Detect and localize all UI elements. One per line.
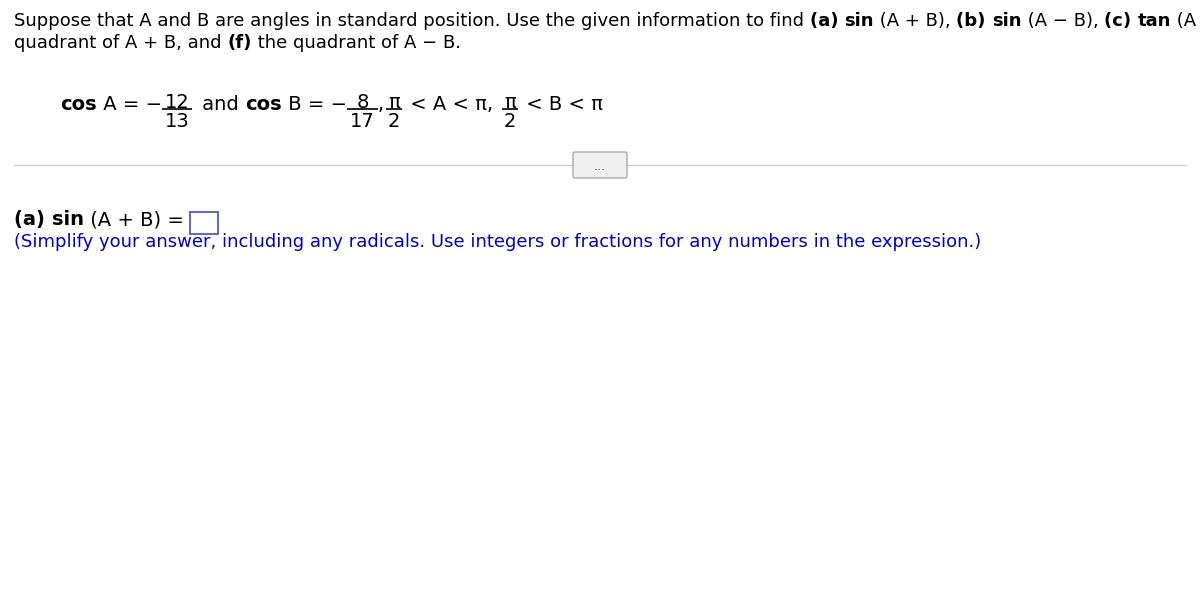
Text: 2: 2 [388,112,401,131]
Text: the quadrant of A − B.: the quadrant of A − B. [252,34,461,52]
Text: (c): (c) [1104,12,1138,30]
Text: 17: 17 [350,112,374,131]
Text: and: and [197,95,245,114]
Text: (Simplify your answer, including any radicals. Use integers or fractions for any: (Simplify your answer, including any rad… [14,233,982,251]
Text: tan: tan [1138,12,1171,30]
Text: (f): (f) [227,34,252,52]
Text: < B < π: < B < π [520,95,604,114]
Text: 12: 12 [164,93,190,112]
FancyBboxPatch shape [574,152,628,178]
Text: (A + B),: (A + B), [1171,12,1200,30]
Text: (A + B) =: (A + B) = [84,210,190,229]
Text: quadrant of A + B, and: quadrant of A + B, and [14,34,227,52]
Text: cos: cos [60,95,97,114]
Text: sin: sin [52,210,84,229]
Text: 2: 2 [504,112,516,131]
Text: B = −: B = − [282,95,347,114]
Text: π: π [388,93,400,112]
Text: 8: 8 [356,93,368,112]
Bar [190,212,217,234]
Text: sin: sin [992,12,1021,30]
Text: (a): (a) [14,210,52,229]
Text: (a): (a) [810,12,845,30]
Text: A = −: A = − [97,95,162,114]
Text: (A + B),: (A + B), [874,12,956,30]
Text: ...: ... [594,160,606,173]
Text: 13: 13 [164,112,190,131]
Text: (A − B),: (A − B), [1021,12,1104,30]
Text: ,: , [378,95,384,114]
Text: < A < π,: < A < π, [404,95,499,114]
Text: π: π [504,93,516,112]
Text: (b): (b) [956,12,992,30]
Text: Suppose that A and B are angles in standard position. Use the given information : Suppose that A and B are angles in stand… [14,12,810,30]
Text: sin: sin [845,12,874,30]
Text: cos: cos [245,95,282,114]
